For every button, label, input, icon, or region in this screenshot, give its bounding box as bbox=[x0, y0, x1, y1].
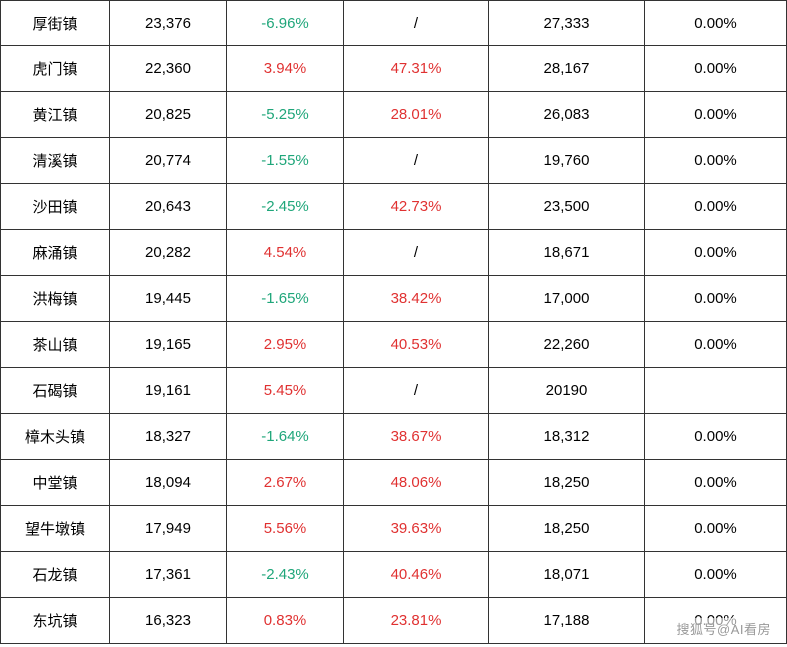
cell-val2: 27,333 bbox=[489, 1, 645, 45]
cell-val1: 18,094 bbox=[110, 460, 227, 505]
table-row: 洪梅镇19,445-1.65%38.42%17,0000.00% bbox=[0, 276, 787, 322]
cell-val1: 18,327 bbox=[110, 414, 227, 459]
cell-val2: 17,000 bbox=[489, 276, 645, 321]
cell-pct2: 28.01% bbox=[344, 92, 489, 137]
cell-pct3: 0.00% bbox=[645, 230, 787, 275]
cell-val1: 19,165 bbox=[110, 322, 227, 367]
cell-name: 黄江镇 bbox=[0, 92, 110, 137]
cell-val2: 19,760 bbox=[489, 138, 645, 183]
table-row: 麻涌镇20,2824.54%/18,6710.00% bbox=[0, 230, 787, 276]
cell-pct2: 40.46% bbox=[344, 552, 489, 597]
cell-pct2: 38.42% bbox=[344, 276, 489, 321]
cell-pct2: 40.53% bbox=[344, 322, 489, 367]
table-row: 厚街镇23,376-6.96%/27,3330.00% bbox=[0, 0, 787, 46]
cell-pct3: 0.00% bbox=[645, 46, 787, 91]
table-row: 虎门镇22,3603.94%47.31%28,1670.00% bbox=[0, 46, 787, 92]
cell-name: 东坑镇 bbox=[0, 598, 110, 643]
cell-name: 石龙镇 bbox=[0, 552, 110, 597]
cell-pct2: / bbox=[344, 230, 489, 275]
cell-pct3: 0.00% bbox=[645, 138, 787, 183]
cell-val1: 17,949 bbox=[110, 506, 227, 551]
cell-pct2: 48.06% bbox=[344, 460, 489, 505]
cell-val2: 23,500 bbox=[489, 184, 645, 229]
cell-val1: 19,161 bbox=[110, 368, 227, 413]
table-row: 清溪镇20,774-1.55%/19,7600.00% bbox=[0, 138, 787, 184]
table-row: 中堂镇18,0942.67%48.06%18,2500.00% bbox=[0, 460, 787, 506]
cell-name: 望牛墩镇 bbox=[0, 506, 110, 551]
cell-val1: 20,774 bbox=[110, 138, 227, 183]
cell-val1: 19,445 bbox=[110, 276, 227, 321]
cell-pct3: 0.00% bbox=[645, 1, 787, 45]
cell-pct1: -1.65% bbox=[227, 276, 344, 321]
table-row: 望牛墩镇17,9495.56%39.63%18,2500.00% bbox=[0, 506, 787, 552]
cell-pct3: 0.00% bbox=[645, 460, 787, 505]
cell-pct2: / bbox=[344, 368, 489, 413]
cell-pct2: 39.63% bbox=[344, 506, 489, 551]
cell-val1: 20,282 bbox=[110, 230, 227, 275]
cell-pct2: 38.67% bbox=[344, 414, 489, 459]
cell-name: 清溪镇 bbox=[0, 138, 110, 183]
cell-pct1: -1.55% bbox=[227, 138, 344, 183]
table-row: 黄江镇20,825-5.25%28.01%26,0830.00% bbox=[0, 92, 787, 138]
cell-val1: 17,361 bbox=[110, 552, 227, 597]
cell-pct3: 0.00% bbox=[645, 276, 787, 321]
cell-pct1: 2.95% bbox=[227, 322, 344, 367]
cell-pct3: 0.00% bbox=[645, 92, 787, 137]
cell-val2: 18,250 bbox=[489, 460, 645, 505]
cell-pct3: 0.00% bbox=[645, 552, 787, 597]
cell-pct3: 0.00% bbox=[645, 506, 787, 551]
cell-pct1: -1.64% bbox=[227, 414, 344, 459]
cell-val2: 18,312 bbox=[489, 414, 645, 459]
cell-pct2: / bbox=[344, 1, 489, 45]
cell-pct3: 0.00% bbox=[645, 414, 787, 459]
cell-pct2: 42.73% bbox=[344, 184, 489, 229]
cell-name: 茶山镇 bbox=[0, 322, 110, 367]
cell-name: 樟木头镇 bbox=[0, 414, 110, 459]
cell-name: 麻涌镇 bbox=[0, 230, 110, 275]
cell-name: 洪梅镇 bbox=[0, 276, 110, 321]
cell-pct1: -2.43% bbox=[227, 552, 344, 597]
cell-name: 沙田镇 bbox=[0, 184, 110, 229]
cell-pct2: / bbox=[344, 138, 489, 183]
table-row: 樟木头镇18,327-1.64%38.67%18,3120.00% bbox=[0, 414, 787, 460]
cell-pct1: -5.25% bbox=[227, 92, 344, 137]
data-table: 厚街镇23,376-6.96%/27,3330.00%虎门镇22,3603.94… bbox=[0, 0, 787, 644]
cell-val2: 26,083 bbox=[489, 92, 645, 137]
table-row: 石龙镇17,361-2.43%40.46%18,0710.00% bbox=[0, 552, 787, 598]
cell-val2: 18,071 bbox=[489, 552, 645, 597]
cell-val2: 20190 bbox=[489, 368, 645, 413]
table-row: 茶山镇19,1652.95%40.53%22,2600.00% bbox=[0, 322, 787, 368]
cell-pct2: 47.31% bbox=[344, 46, 489, 91]
table-row: 东坑镇16,3230.83%23.81%17,1880.00% bbox=[0, 598, 787, 644]
cell-name: 石碣镇 bbox=[0, 368, 110, 413]
cell-pct1: -2.45% bbox=[227, 184, 344, 229]
cell-val1: 20,643 bbox=[110, 184, 227, 229]
cell-val1: 22,360 bbox=[110, 46, 227, 91]
cell-name: 虎门镇 bbox=[0, 46, 110, 91]
cell-val1: 20,825 bbox=[110, 92, 227, 137]
cell-pct1: 3.94% bbox=[227, 46, 344, 91]
cell-pct1: 5.56% bbox=[227, 506, 344, 551]
cell-pct1: 4.54% bbox=[227, 230, 344, 275]
cell-pct3: 0.00% bbox=[645, 322, 787, 367]
cell-val2: 28,167 bbox=[489, 46, 645, 91]
watermark-text: 搜狐号@AI看房 bbox=[673, 618, 775, 639]
cell-val2: 22,260 bbox=[489, 322, 645, 367]
cell-pct1: 2.67% bbox=[227, 460, 344, 505]
cell-pct1: -6.96% bbox=[227, 1, 344, 45]
cell-name: 中堂镇 bbox=[0, 460, 110, 505]
cell-pct3: 0.00% bbox=[645, 184, 787, 229]
cell-pct3 bbox=[645, 368, 787, 413]
cell-pct2: 23.81% bbox=[344, 598, 489, 643]
cell-val2: 18,250 bbox=[489, 506, 645, 551]
cell-val2: 18,671 bbox=[489, 230, 645, 275]
cell-pct1: 0.83% bbox=[227, 598, 344, 643]
cell-pct1: 5.45% bbox=[227, 368, 344, 413]
table-row: 石碣镇19,1615.45%/20190 bbox=[0, 368, 787, 414]
cell-name: 厚街镇 bbox=[0, 1, 110, 45]
cell-val1: 23,376 bbox=[110, 1, 227, 45]
cell-val2: 17,188 bbox=[489, 598, 645, 643]
table-row: 沙田镇20,643-2.45%42.73%23,5000.00% bbox=[0, 184, 787, 230]
cell-val1: 16,323 bbox=[110, 598, 227, 643]
